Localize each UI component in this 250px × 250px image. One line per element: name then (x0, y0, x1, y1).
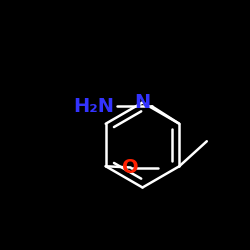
Text: H₂N: H₂N (73, 97, 114, 116)
Text: O: O (122, 158, 139, 177)
Text: N: N (134, 93, 150, 112)
